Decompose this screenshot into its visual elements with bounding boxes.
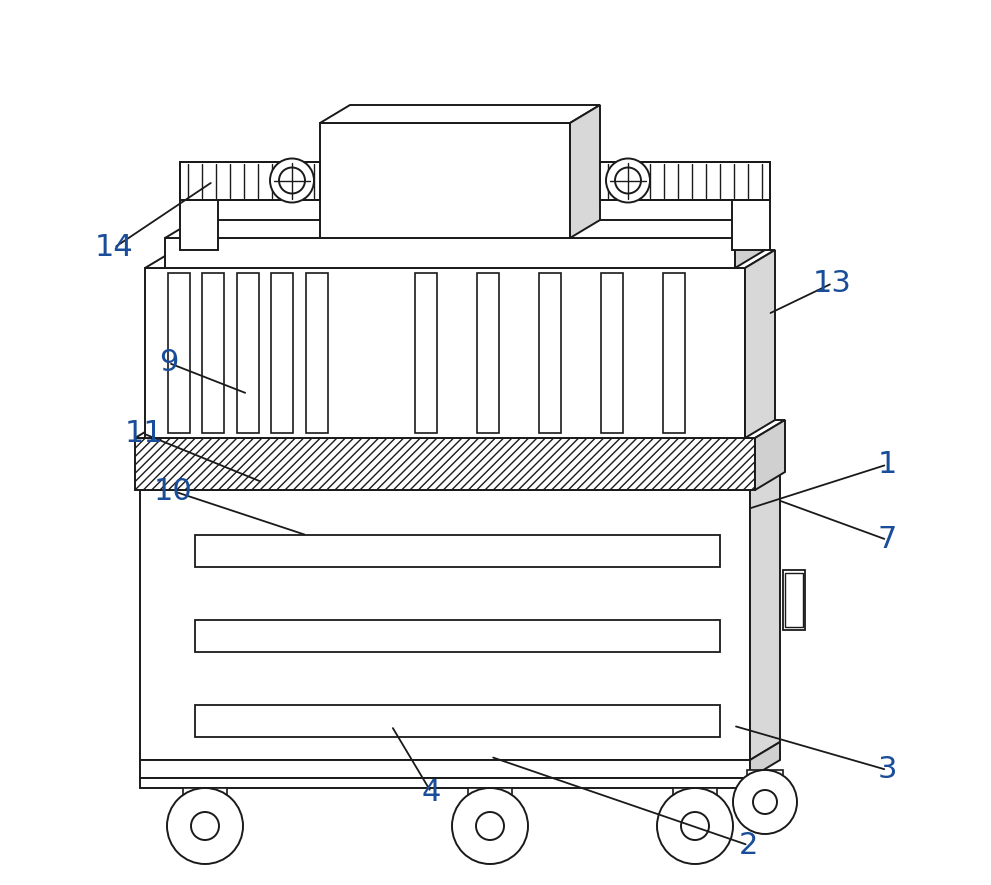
Bar — [477, 273, 499, 433]
Circle shape — [681, 812, 709, 840]
Bar — [783, 570, 805, 630]
Bar — [320, 123, 570, 238]
Bar — [202, 273, 224, 433]
Bar — [732, 199, 770, 250]
Bar — [180, 199, 218, 250]
Text: 11: 11 — [124, 419, 164, 448]
Circle shape — [606, 158, 650, 203]
Bar — [271, 273, 293, 433]
Polygon shape — [750, 742, 780, 778]
Bar — [600, 161, 770, 199]
Bar — [415, 273, 437, 433]
Polygon shape — [140, 472, 780, 490]
Bar — [140, 760, 750, 778]
Bar — [183, 788, 227, 810]
Circle shape — [733, 770, 797, 834]
Bar — [747, 770, 783, 788]
Bar — [785, 573, 803, 627]
Circle shape — [657, 788, 733, 864]
Bar — [305, 273, 327, 433]
Text: 7: 7 — [877, 526, 897, 554]
Polygon shape — [755, 420, 785, 490]
Circle shape — [476, 812, 504, 840]
Polygon shape — [135, 420, 785, 438]
Bar — [468, 788, 512, 810]
Bar — [195, 620, 720, 652]
Bar — [140, 778, 750, 788]
Bar — [195, 535, 720, 567]
Bar — [140, 490, 750, 760]
Text: 3: 3 — [877, 756, 897, 784]
Polygon shape — [145, 250, 775, 268]
Text: 13: 13 — [813, 269, 852, 297]
Text: 10: 10 — [154, 477, 193, 505]
Bar — [237, 273, 259, 433]
Text: 1: 1 — [877, 450, 897, 479]
Bar — [145, 268, 745, 438]
Circle shape — [279, 167, 305, 194]
Text: 4: 4 — [421, 778, 441, 806]
Bar — [539, 273, 561, 433]
Bar — [167, 273, 189, 433]
Polygon shape — [735, 220, 765, 268]
Circle shape — [615, 167, 641, 194]
Polygon shape — [165, 220, 765, 238]
Circle shape — [270, 158, 314, 203]
Text: 9: 9 — [159, 349, 178, 377]
Polygon shape — [745, 250, 775, 438]
Bar — [135, 438, 755, 490]
Circle shape — [753, 790, 777, 814]
Bar — [165, 238, 735, 268]
Bar — [195, 705, 720, 737]
Bar — [601, 273, 623, 433]
Text: 2: 2 — [738, 831, 758, 859]
Bar — [673, 788, 717, 810]
Text: 14: 14 — [94, 234, 134, 262]
Bar — [180, 161, 320, 199]
Polygon shape — [570, 105, 600, 238]
Circle shape — [452, 788, 528, 864]
Circle shape — [191, 812, 219, 840]
Bar — [663, 273, 685, 433]
Polygon shape — [320, 105, 600, 123]
Polygon shape — [750, 472, 780, 760]
Circle shape — [167, 788, 243, 864]
